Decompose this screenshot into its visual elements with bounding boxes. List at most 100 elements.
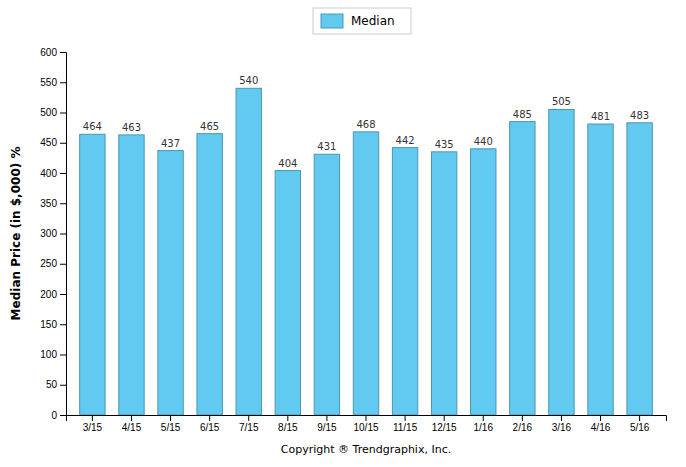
tick-mark <box>60 355 66 356</box>
tick: 3/15 <box>83 415 103 433</box>
data-label: 442 <box>396 135 415 146</box>
tick-label: 2/16 <box>513 422 533 433</box>
tick: 11/15 <box>393 415 418 433</box>
tick: 9/15 <box>317 415 337 433</box>
chart: 0501001502002503003504004505005506003/15… <box>0 0 686 467</box>
tick-label: 5/15 <box>161 422 181 433</box>
tick-mark <box>60 52 66 53</box>
data-label: 540 <box>239 75 258 86</box>
data-labels: 4644634374655404044314684424354404855054… <box>83 75 649 168</box>
tick-label: 10/15 <box>353 422 378 433</box>
tick: 5/16 <box>630 415 650 433</box>
tick-label: 11/15 <box>393 422 418 433</box>
tick-mark <box>60 294 66 295</box>
legend: Median <box>313 8 411 34</box>
tick: 300 <box>40 228 66 239</box>
tick: 10/15 <box>353 415 378 433</box>
tick-label: 250 <box>40 258 57 269</box>
tick-label: 100 <box>40 349 57 360</box>
tick-mark <box>326 415 327 421</box>
tick-mark <box>60 143 66 144</box>
tick: 3/16 <box>552 415 572 433</box>
tick-mark <box>92 415 93 421</box>
data-label: 465 <box>200 121 219 132</box>
tick-label: 1/16 <box>474 422 494 433</box>
tick-label: 3/16 <box>552 422 572 433</box>
bar <box>119 135 144 415</box>
tick-label: 600 <box>40 47 57 58</box>
tick-label: 12/15 <box>432 422 457 433</box>
bar <box>627 123 652 415</box>
bar <box>431 152 456 415</box>
tick-label: 4/15 <box>122 422 142 433</box>
data-label: 440 <box>474 136 493 147</box>
tick: 6/15 <box>200 415 220 433</box>
tick-mark <box>209 415 210 421</box>
bar <box>314 154 339 415</box>
bar <box>197 134 222 415</box>
bar <box>353 132 378 415</box>
y-axis: 050100150200250300350400450500550600 <box>40 47 66 421</box>
tick: 500 <box>40 107 66 118</box>
bar <box>588 124 613 415</box>
tick: 150 <box>40 319 66 330</box>
legend-label: Median <box>351 14 395 28</box>
tick-label: 400 <box>40 168 57 179</box>
tick-mark <box>639 415 640 421</box>
tick-mark <box>60 203 66 204</box>
bar <box>549 109 574 415</box>
tick: 450 <box>40 137 66 148</box>
tick-label: 450 <box>40 137 57 148</box>
tick: 400 <box>40 168 66 179</box>
y-axis-title: Median Price (in $,000) % <box>9 147 23 321</box>
tick: 200 <box>40 289 66 300</box>
tick: 1/16 <box>474 415 494 433</box>
tick-label: 50 <box>46 379 58 390</box>
tick: 7/15 <box>239 415 259 433</box>
data-label: 481 <box>591 111 610 122</box>
tick-mark <box>60 415 66 416</box>
bar <box>392 148 417 415</box>
tick-mark <box>561 415 562 421</box>
data-label: 485 <box>513 109 532 120</box>
axis-line <box>67 416 667 422</box>
tick-mark <box>60 113 66 114</box>
tick-mark <box>248 415 249 421</box>
tick-label: 350 <box>40 198 57 209</box>
axis-line <box>60 53 67 416</box>
tick-label: 4/16 <box>591 422 611 433</box>
data-label: 435 <box>435 139 454 150</box>
data-label: 468 <box>356 119 375 130</box>
data-label: 404 <box>278 158 297 169</box>
bar <box>471 149 496 415</box>
tick: 0 <box>51 410 66 421</box>
tick-mark <box>131 415 132 421</box>
plot: 0501001502002503003504004505005506003/15… <box>40 47 666 433</box>
tick-mark <box>60 264 66 265</box>
tick: 250 <box>40 258 66 269</box>
tick: 350 <box>40 198 66 209</box>
tick-label: 3/15 <box>83 422 103 433</box>
tick: 4/16 <box>591 415 611 433</box>
bar <box>510 122 535 415</box>
bar <box>275 171 300 415</box>
legend-swatch <box>321 14 343 28</box>
bar <box>236 88 261 415</box>
data-label: 464 <box>83 121 102 132</box>
tick-mark <box>60 234 66 235</box>
tick-mark <box>444 415 445 421</box>
tick-label: 6/15 <box>200 422 220 433</box>
tick: 4/15 <box>122 415 142 433</box>
tick: 8/15 <box>278 415 298 433</box>
tick-label: 150 <box>40 319 57 330</box>
x-axis-title: Copyright ® Trendgraphix, Inc. <box>281 443 451 456</box>
tick: 600 <box>40 47 66 58</box>
data-label: 431 <box>317 141 336 152</box>
tick-mark <box>405 415 406 421</box>
tick: 100 <box>40 349 66 360</box>
tick-mark <box>60 324 66 325</box>
data-label: 463 <box>122 122 141 133</box>
tick-label: 500 <box>40 107 57 118</box>
tick-label: 200 <box>40 289 57 300</box>
tick: 5/15 <box>161 415 181 433</box>
